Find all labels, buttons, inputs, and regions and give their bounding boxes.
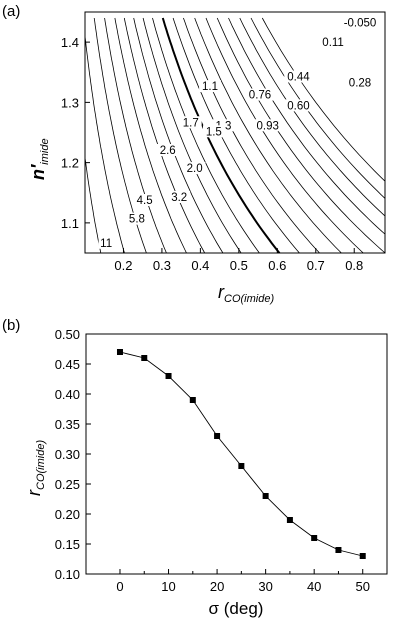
series-line-path bbox=[119, 351, 363, 557]
contour-line bbox=[228, 17, 385, 235]
plot-frame-a bbox=[84, 11, 386, 254]
contour-line bbox=[85, 33, 125, 253]
x-tick-label: 0.3 bbox=[153, 258, 171, 273]
data-point bbox=[311, 535, 318, 541]
data-point bbox=[359, 553, 366, 559]
y-tick-label: 1.3 bbox=[61, 95, 79, 110]
line-panel: (b) 0 10 20 30 40 50 0.10 0.15 0.20 0.25 0.30 0.35… bbox=[2, 317, 388, 618]
y-tick-label: 0.20 bbox=[55, 507, 80, 522]
x-tick-label: 0.4 bbox=[191, 258, 209, 273]
y-tick-label: 1.1 bbox=[61, 216, 79, 231]
contour-line bbox=[194, 17, 342, 253]
data-point bbox=[165, 373, 172, 379]
contour-line bbox=[104, 17, 167, 253]
y-tick-label: 0.50 bbox=[55, 327, 80, 342]
contour-label: 0.44 bbox=[287, 71, 310, 83]
contour-line bbox=[123, 17, 206, 253]
series-line bbox=[116, 349, 366, 559]
plot-frame-b bbox=[85, 333, 388, 575]
y-axis-label-b: rCO(imide) bbox=[24, 440, 47, 496]
y-tick-label: 0.25 bbox=[55, 477, 80, 492]
contour-label: 0.28 bbox=[349, 78, 371, 90]
contour-line bbox=[205, 17, 364, 253]
x-tick-label: 0 bbox=[116, 579, 123, 594]
contour-label: 0.11 bbox=[322, 37, 344, 49]
x-tick-label: 10 bbox=[161, 579, 175, 594]
contour-line bbox=[142, 17, 242, 253]
x-tick-label: 0.7 bbox=[307, 258, 325, 273]
contour-label: 3.2 bbox=[171, 192, 187, 204]
contour-label: 11 bbox=[100, 238, 112, 250]
x-axis-label-b: σ (deg) bbox=[209, 599, 264, 618]
x-tick-label: 30 bbox=[258, 579, 272, 594]
data-point bbox=[286, 517, 293, 523]
panel-label-a: (a) bbox=[2, 3, 20, 20]
y-tick-label: 0.30 bbox=[55, 447, 80, 462]
contour-labels: -0.0500.110.440.281.10.760.601.71.30.931… bbox=[98, 16, 381, 250]
x-tick-label: 40 bbox=[307, 579, 321, 594]
contour-lines bbox=[85, 17, 385, 253]
x-tick-label: 0.5 bbox=[230, 258, 248, 273]
data-point bbox=[238, 463, 245, 469]
contour-label: 1.7 bbox=[183, 117, 199, 129]
y-tick-label: 1.2 bbox=[61, 156, 79, 171]
data-point bbox=[189, 397, 196, 403]
contour-label: 2.0 bbox=[187, 163, 203, 175]
x-axis-ticks-a: 0.2 0.3 0.4 0.5 0.6 0.7 0.8 bbox=[114, 248, 363, 273]
x-tick-label: 0.8 bbox=[345, 258, 363, 273]
contour-label: 0.76 bbox=[249, 90, 271, 102]
x-tick-label: 50 bbox=[355, 579, 369, 594]
contour-label: 5.8 bbox=[129, 214, 145, 226]
y-tick-label: 0.35 bbox=[55, 417, 80, 432]
data-point bbox=[141, 355, 148, 361]
contour-label: 0.60 bbox=[287, 100, 309, 112]
y-axis-label-a: n′imide bbox=[28, 138, 51, 180]
contour-line bbox=[85, 154, 102, 253]
contour-line bbox=[114, 17, 187, 253]
y-tick-label: 0.15 bbox=[55, 537, 80, 552]
contour-line bbox=[216, 17, 385, 253]
y-axis-ticks-b: 0.10 0.15 0.20 0.25 0.30 0.35 0.40 0.45 0.50 bbox=[55, 327, 91, 582]
contour-line bbox=[250, 17, 385, 199]
contour-panel: (a) 0.2 0.3 0.4 0.5 0.6 0.7 0.8 1.1 1.2 1.3 1.4 -… bbox=[2, 3, 386, 305]
y-tick-label: 0.45 bbox=[55, 357, 80, 372]
contour-line bbox=[183, 17, 321, 253]
y-axis-ticks-a: 1.1 1.2 1.3 1.4 bbox=[61, 35, 90, 231]
contour-line bbox=[172, 17, 300, 253]
panel-label-b: (b) bbox=[2, 317, 20, 334]
contour-label: 2.6 bbox=[160, 145, 176, 157]
contour-label: 4.5 bbox=[137, 195, 153, 207]
data-point bbox=[262, 493, 269, 499]
data-point bbox=[335, 547, 342, 553]
x-tick-label: 0.2 bbox=[114, 258, 132, 273]
contour-line bbox=[239, 17, 385, 217]
contour-line bbox=[133, 17, 224, 253]
contour-line bbox=[152, 17, 260, 253]
contour-line bbox=[161, 17, 281, 253]
y-tick-label: 0.40 bbox=[55, 387, 80, 402]
y-tick-label: 0.10 bbox=[55, 567, 80, 582]
contour-label: 1.5 bbox=[206, 126, 222, 138]
x-axis-label-a: rCO(imide) bbox=[218, 282, 274, 305]
x-tick-label: 20 bbox=[210, 579, 224, 594]
x-tick-label: 0.6 bbox=[268, 258, 286, 273]
x-axis-ticks-b: 0 10 20 30 40 50 bbox=[116, 569, 370, 594]
data-point bbox=[116, 349, 123, 355]
contour-label: 1.1 bbox=[202, 81, 218, 93]
data-point bbox=[214, 433, 221, 439]
y-tick-label: 1.4 bbox=[61, 35, 79, 50]
contour-line bbox=[261, 17, 385, 182]
contour-label: -0.050 bbox=[344, 17, 377, 29]
contour-label: 0.93 bbox=[256, 120, 278, 132]
